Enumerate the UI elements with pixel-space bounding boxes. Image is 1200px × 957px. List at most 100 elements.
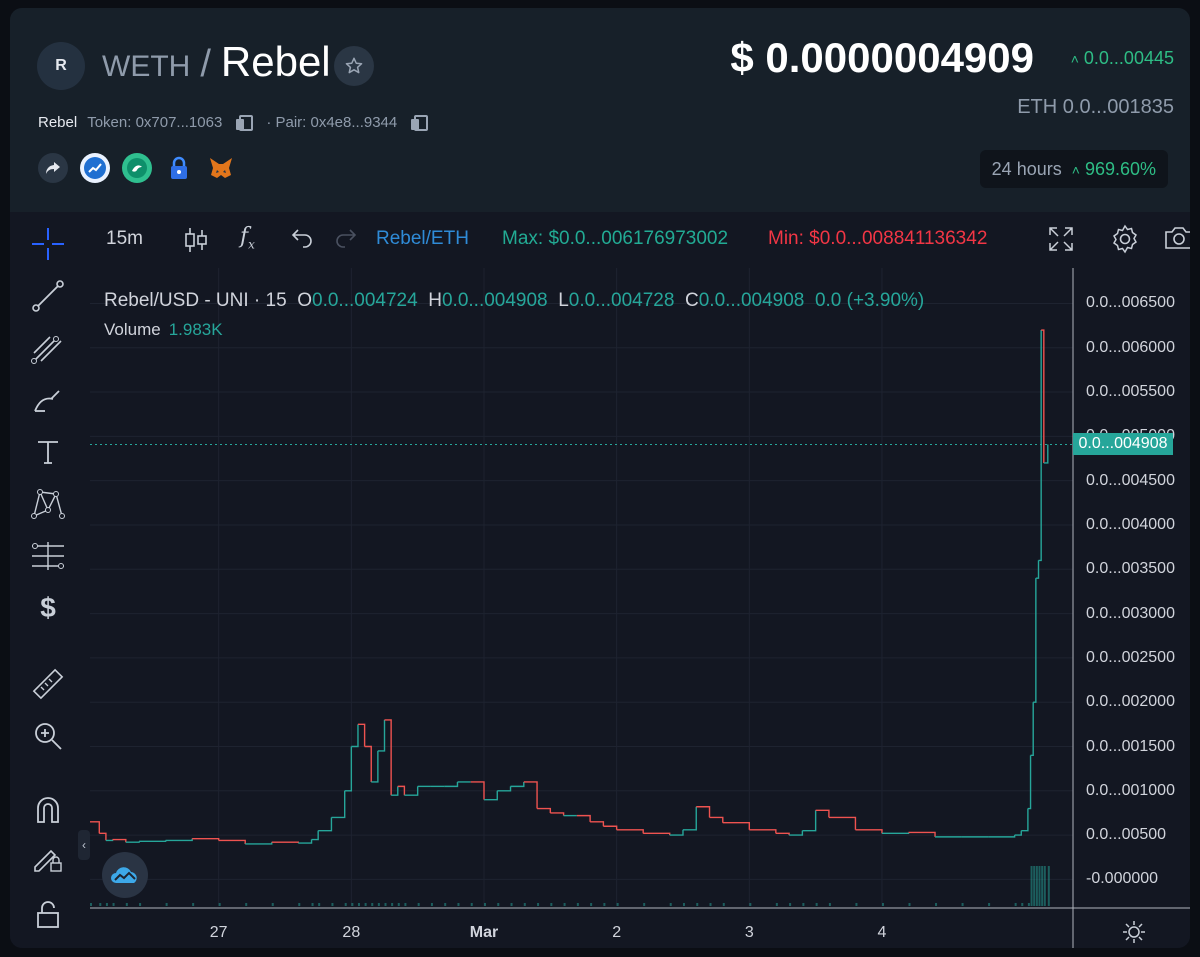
volume-label: Volume [104,320,161,339]
settings-gear-icon[interactable] [1110,224,1140,260]
price-segment [988,835,1016,838]
y-tick-label: 0.0...001500 [1086,737,1175,755]
price-segment [99,832,107,841]
price-segment [331,790,346,819]
volume-bar [430,903,433,906]
trend-line-icon[interactable] [26,274,70,318]
volume-bar [537,903,540,906]
dextools-icon[interactable] [80,153,110,183]
high-value: 0.0...004908 [441,290,548,311]
pair-header: R WETH / Rebel Rebel Token: 0x707...1063… [10,8,1190,212]
brush-icon[interactable] [26,378,70,422]
price-segment [1035,560,1040,579]
period-change-box[interactable]: 24 hours ˄ 969.60% [979,150,1168,188]
price-segment [1027,755,1032,810]
pattern-icon[interactable] [26,482,70,526]
volume-bar [590,903,593,906]
copy-pair-icon[interactable] [411,114,429,131]
price-segment [384,719,392,796]
high-key: H [428,290,442,311]
price-segment [125,841,140,843]
magnet-icon[interactable] [26,788,70,832]
price-segment [616,829,644,834]
pair-title: WETH / Rebel [102,38,331,94]
price-segment [391,786,399,796]
axis-settings-icon[interactable] [1122,920,1146,948]
y-tick-label: 0.0...00500 [1086,826,1167,844]
price-segment [881,832,910,835]
price-segment [311,830,319,841]
y-tick-label: 0.0...003500 [1086,560,1175,578]
volume-bar [165,903,168,906]
volume-bar [371,903,374,906]
price-segment [537,807,552,813]
candles-icon[interactable] [184,226,208,260]
y-tick-label: 0.0...003000 [1086,604,1175,622]
close-key: C [684,290,699,311]
price-segment [271,841,299,844]
camera-icon[interactable] [1164,224,1190,258]
price-segment [908,831,936,837]
volume-bar [908,903,911,906]
interval-button[interactable]: 15m [106,228,143,249]
token-avatar: R [37,42,85,90]
period-change-text: 969.60% [1084,158,1156,179]
volume-bar [881,903,884,906]
favorite-star-icon[interactable] [334,46,374,86]
volume-bar [417,903,420,906]
unlock-icon[interactable] [26,892,70,936]
price-segment [298,839,313,844]
indicators-icon[interactable]: fx [240,224,255,252]
token-address: Token: 0x707...1063 [87,114,223,131]
close-value: 0.0...004908 [698,290,805,311]
price-segment [483,790,498,801]
crosshair-icon[interactable] [26,222,70,266]
price-usd: $ 0.0000004909 [730,34,1034,81]
text-tool-icon[interactable] [26,430,70,474]
uniswap-icon[interactable] [122,153,152,183]
volume-bar [961,903,964,906]
volume-bar [497,903,500,906]
dollar-icon[interactable]: $ [40,592,56,623]
volume-bar [245,903,248,906]
volume-bar [112,903,115,906]
undo-icon[interactable] [290,226,314,254]
external-links [38,153,236,183]
price-segment [112,838,127,843]
volume-bar [384,903,387,906]
price-segment [165,838,193,842]
price-segment [470,781,485,800]
zoom-in-icon[interactable] [26,714,70,758]
fib-tool-icon[interactable] [26,326,70,370]
price-segment [709,816,724,823]
volume-bar [483,903,486,906]
volume-bar [550,903,553,906]
volume-bar [1041,866,1044,906]
share-icon[interactable] [38,153,68,183]
volume-bar [397,903,400,906]
volume-bar [576,903,579,906]
fullscreen-icon[interactable] [1048,226,1074,258]
open-key: O [297,290,313,311]
price-chart[interactable] [10,268,1190,948]
forecast-icon[interactable] [26,534,70,578]
pair-selector[interactable]: Rebel/ETH [376,228,469,249]
price-segment [444,781,459,788]
volume-bar [828,903,831,906]
lock-icon[interactable] [164,153,194,183]
ruler-icon[interactable] [26,662,70,706]
collapse-toolbar-button[interactable]: ‹ [78,830,90,860]
volume-bar [311,903,314,906]
redo-icon[interactable] [334,226,358,254]
price-segment [603,825,618,830]
volume-bar [357,903,360,906]
volume-bar [351,903,354,906]
price-segment [1043,444,1049,464]
metamask-icon[interactable] [206,153,236,183]
volume-bar [815,903,818,906]
x-tick-label: 2 [612,924,622,941]
copy-token-icon[interactable] [236,114,254,131]
lock-drawings-icon[interactable] [26,836,70,880]
x-tick-label: 3 [744,924,754,941]
x-tick-label: Mar [469,924,499,941]
